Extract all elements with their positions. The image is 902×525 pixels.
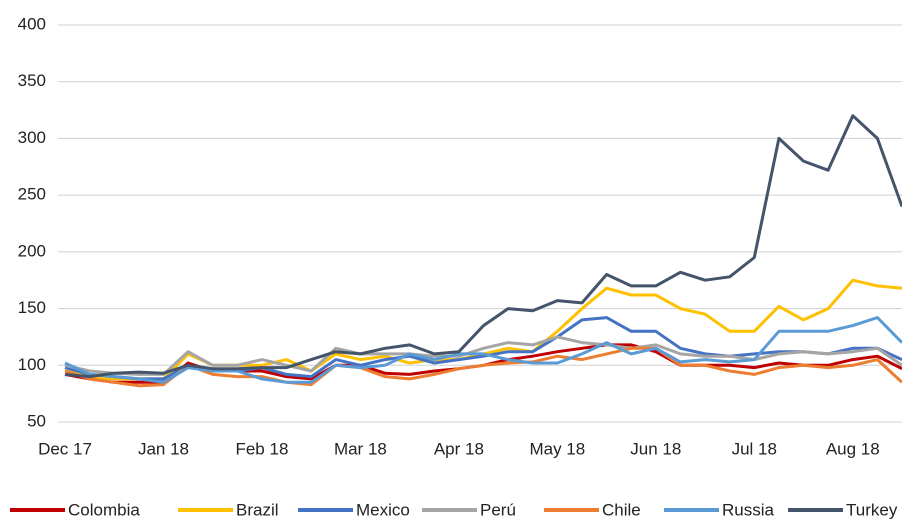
x-tick-label: Apr 18 bbox=[434, 439, 484, 458]
legend-label: Russia bbox=[722, 500, 775, 519]
x-tick-label: Jul 18 bbox=[732, 439, 777, 458]
y-tick-label: 150 bbox=[18, 298, 46, 317]
legend-label: Turkey bbox=[846, 500, 898, 519]
legend-label: Brazil bbox=[236, 500, 279, 519]
legend-label: Perú bbox=[480, 500, 516, 519]
legend-label: Chile bbox=[602, 500, 641, 519]
x-tick-label: May 18 bbox=[529, 439, 585, 458]
series-line bbox=[64, 335, 902, 376]
y-tick-label: 100 bbox=[18, 355, 46, 374]
legend-label: Mexico bbox=[356, 500, 410, 519]
y-tick-label: 250 bbox=[18, 185, 46, 204]
y-tick-label: 200 bbox=[18, 241, 46, 260]
y-tick-label: 300 bbox=[18, 128, 46, 147]
series-line bbox=[64, 316, 902, 384]
y-tick-label: 400 bbox=[18, 14, 46, 33]
x-tick-label: Dec 17 bbox=[38, 439, 92, 458]
x-tick-label: Jan 18 bbox=[138, 439, 189, 458]
x-tick-label: Aug 18 bbox=[826, 439, 880, 458]
series-line bbox=[64, 114, 902, 379]
y-tick-label: 50 bbox=[27, 411, 46, 430]
legend-label: Colombia bbox=[68, 500, 140, 519]
x-tick-label: Jun 18 bbox=[630, 439, 681, 458]
x-tick-label: Feb 18 bbox=[235, 439, 288, 458]
x-tick-label: Mar 18 bbox=[334, 439, 387, 458]
y-tick-label: 350 bbox=[18, 71, 46, 90]
